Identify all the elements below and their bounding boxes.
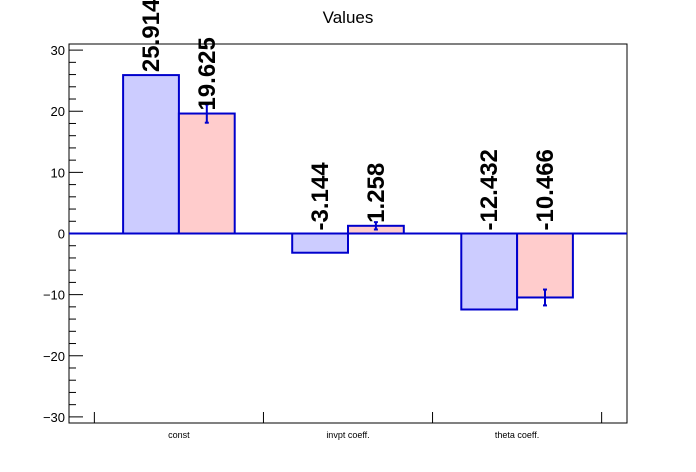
y-tick-label: −10 [43, 288, 65, 303]
x-category-label: const [168, 430, 190, 440]
data-label: -12.432 [476, 149, 503, 230]
y-tick-label: 10 [51, 165, 65, 180]
x-category-label: invpt coeff. [326, 430, 369, 440]
bar [177, 112, 236, 235]
data-label: 1.258 [363, 163, 390, 223]
bar [291, 232, 350, 254]
data-label: -3.144 [307, 162, 334, 231]
y-tick-label: 20 [51, 104, 65, 119]
bar [460, 232, 519, 311]
y-tick-label: −20 [43, 349, 65, 364]
data-label: 19.625 [194, 37, 221, 110]
y-tick-label: 30 [51, 43, 65, 58]
axes: −30 −20 −10 0 10 20 30 const invpt coeff. theta c… [43, 43, 628, 440]
data-label: -10.466 [532, 149, 559, 230]
data-label: 25.914 [138, 0, 165, 72]
chart-title: Values [323, 8, 374, 27]
bar [516, 232, 574, 299]
y-tick-label: 0 [58, 227, 65, 242]
data-labels: 25.914 -3.144 -12.432 19.625 1.258 -10.466 [138, 0, 559, 231]
bar [122, 74, 180, 235]
x-category-label: theta coeff. [495, 430, 539, 440]
bars [69, 74, 627, 311]
y-tick-label: −30 [43, 410, 65, 425]
